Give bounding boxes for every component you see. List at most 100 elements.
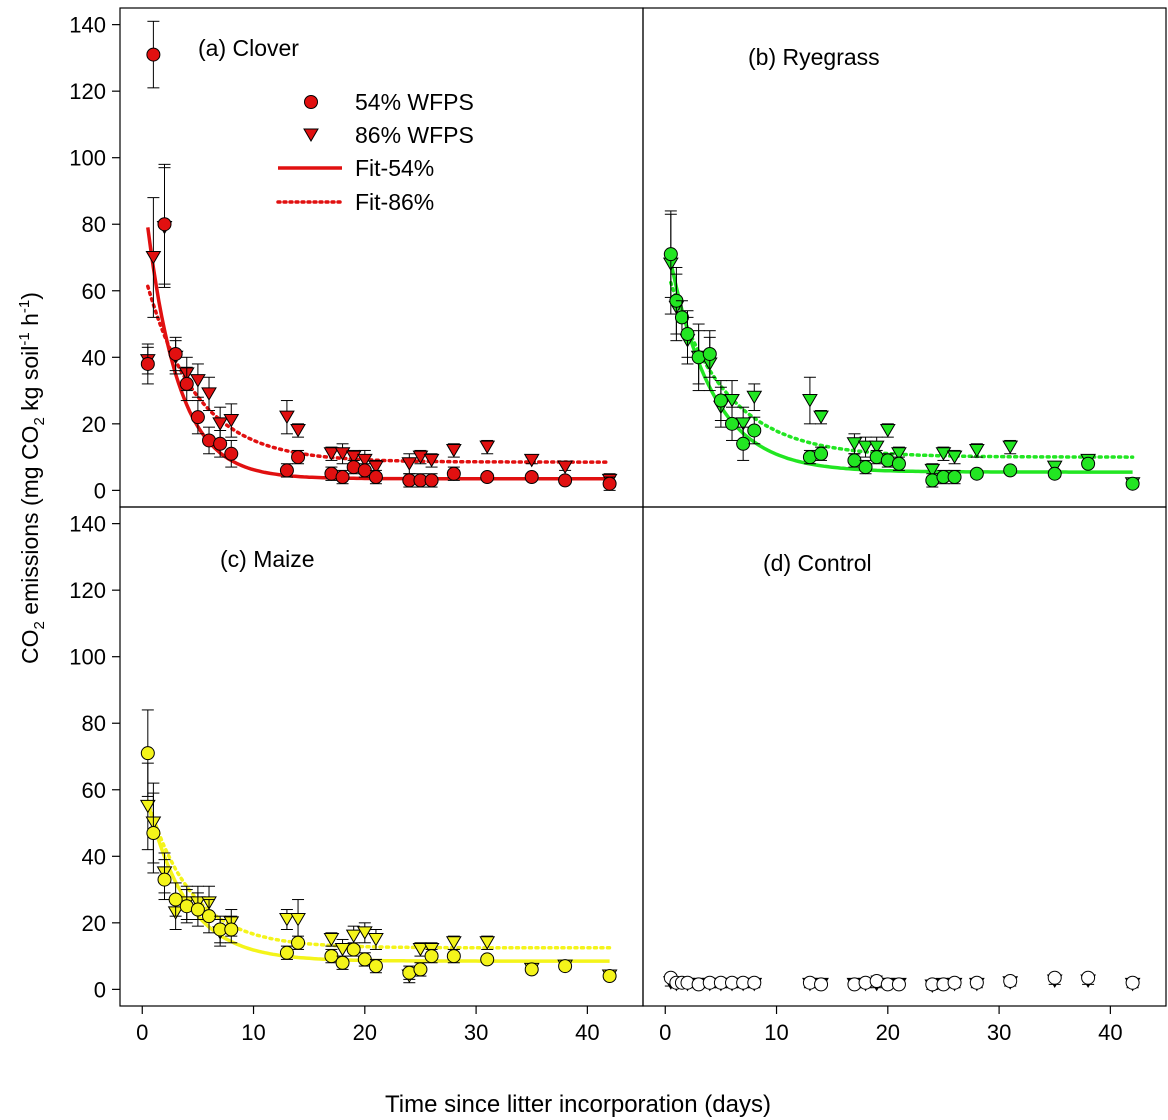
x-tick-label: 10 — [241, 1020, 265, 1045]
point-54 — [814, 446, 829, 461]
point-86 — [724, 394, 740, 408]
point-54 — [368, 959, 383, 974]
point-54 — [891, 456, 906, 471]
point-54 — [146, 47, 161, 62]
point-54 — [725, 416, 740, 431]
point-54 — [524, 962, 539, 977]
x-tick-label: 20 — [353, 1020, 377, 1045]
point-86 — [356, 926, 373, 940]
y-tick-label: 0 — [94, 478, 106, 503]
point-54 — [168, 892, 183, 907]
point-54 — [1047, 970, 1062, 985]
legend-label-54: 54% WFPS — [355, 89, 474, 115]
point-86 — [445, 936, 462, 950]
point-86 — [279, 410, 295, 425]
point-54 — [446, 949, 461, 964]
point-54 — [891, 977, 906, 992]
legend-marker-54 — [304, 95, 318, 109]
point-54 — [140, 356, 155, 371]
legend-label-fit54: Fit-54% — [355, 155, 434, 181]
point-86 — [479, 936, 496, 950]
point-86 — [879, 423, 896, 438]
point-54 — [713, 393, 728, 408]
point-54 — [335, 955, 350, 970]
legend-label-fit86: Fit-86% — [355, 189, 434, 215]
point-86 — [445, 443, 462, 458]
point-86 — [139, 799, 156, 814]
x-axis-title: Time since litter incorporation (days) — [385, 1091, 771, 1118]
point-86 — [746, 390, 763, 405]
point-54 — [814, 977, 829, 992]
x-tick-label: 10 — [764, 1020, 788, 1045]
point-54 — [157, 872, 172, 887]
point-54 — [291, 450, 306, 465]
point-86 — [356, 453, 373, 468]
panel-frame — [642, 506, 1167, 1007]
point-54 — [747, 975, 762, 990]
point-54 — [146, 826, 161, 841]
point-54 — [674, 310, 689, 325]
point-54 — [1003, 463, 1018, 478]
legend-marker-86 — [303, 128, 319, 142]
point-54 — [335, 470, 350, 485]
point-86 — [212, 417, 229, 431]
y-tick-label: 60 — [82, 778, 106, 803]
point-86 — [223, 414, 240, 428]
point-54 — [524, 470, 539, 485]
point-54 — [224, 922, 239, 937]
point-54 — [190, 410, 205, 425]
point-54 — [424, 473, 439, 488]
point-54 — [947, 975, 962, 990]
point-86 — [946, 450, 963, 465]
y-tick-label: 100 — [69, 645, 106, 670]
point-86 — [935, 447, 952, 461]
fit-line-86 — [146, 799, 612, 950]
point-54 — [558, 959, 573, 974]
x-tick-label: 20 — [876, 1020, 900, 1045]
point-86 — [412, 942, 429, 957]
point-54 — [558, 473, 573, 488]
point-86 — [924, 463, 941, 478]
point-54 — [224, 446, 239, 461]
point-54 — [291, 935, 306, 950]
point-54 — [190, 902, 205, 917]
point-54 — [736, 436, 751, 451]
point-86 — [557, 460, 573, 475]
x-tick-label: 0 — [659, 1020, 671, 1045]
y-tick-label: 40 — [82, 844, 106, 869]
point-54 — [213, 436, 228, 451]
panel-c: (c) Maize 0 20 40 60 80 100 120 140 0 10 20 30 40 — [69, 506, 644, 1045]
panel-title: (b) Ryegrass — [748, 44, 880, 70]
point-54 — [602, 476, 617, 491]
y-tick-label: 80 — [82, 212, 106, 237]
point-54 — [368, 470, 383, 485]
panel-frame — [642, 7, 1167, 508]
point-54 — [179, 376, 194, 391]
y-tick-label: 60 — [82, 279, 106, 304]
point-54 — [1081, 456, 1096, 471]
point-86 — [802, 394, 818, 408]
point-86 — [323, 932, 340, 947]
y-tick-label: 120 — [69, 79, 106, 104]
point-54 — [168, 346, 183, 361]
panel-title: (a) Clover — [198, 35, 299, 61]
point-54 — [969, 466, 984, 481]
y-axis-title: CO2 emissions (mg CO2 kg soil-1 h-1) — [16, 292, 48, 664]
panel-d: (d) Control 0 10 20 30 40 — [642, 506, 1167, 1045]
point-86 — [323, 447, 340, 461]
x-tick-label: 40 — [1098, 1020, 1122, 1045]
point-54 — [969, 975, 984, 990]
point-86 — [857, 440, 874, 455]
point-86 — [423, 453, 440, 468]
y-tick-label: 0 — [94, 977, 106, 1002]
y-tick-label: 80 — [82, 711, 106, 736]
point-54 — [602, 969, 617, 984]
x-tick-label: 30 — [464, 1020, 488, 1045]
point-86 — [813, 410, 829, 425]
panel-title: (c) Maize — [220, 546, 315, 572]
point-54 — [202, 909, 217, 924]
point-86 — [190, 374, 206, 388]
point-86 — [735, 417, 752, 431]
point-86 — [279, 913, 295, 927]
